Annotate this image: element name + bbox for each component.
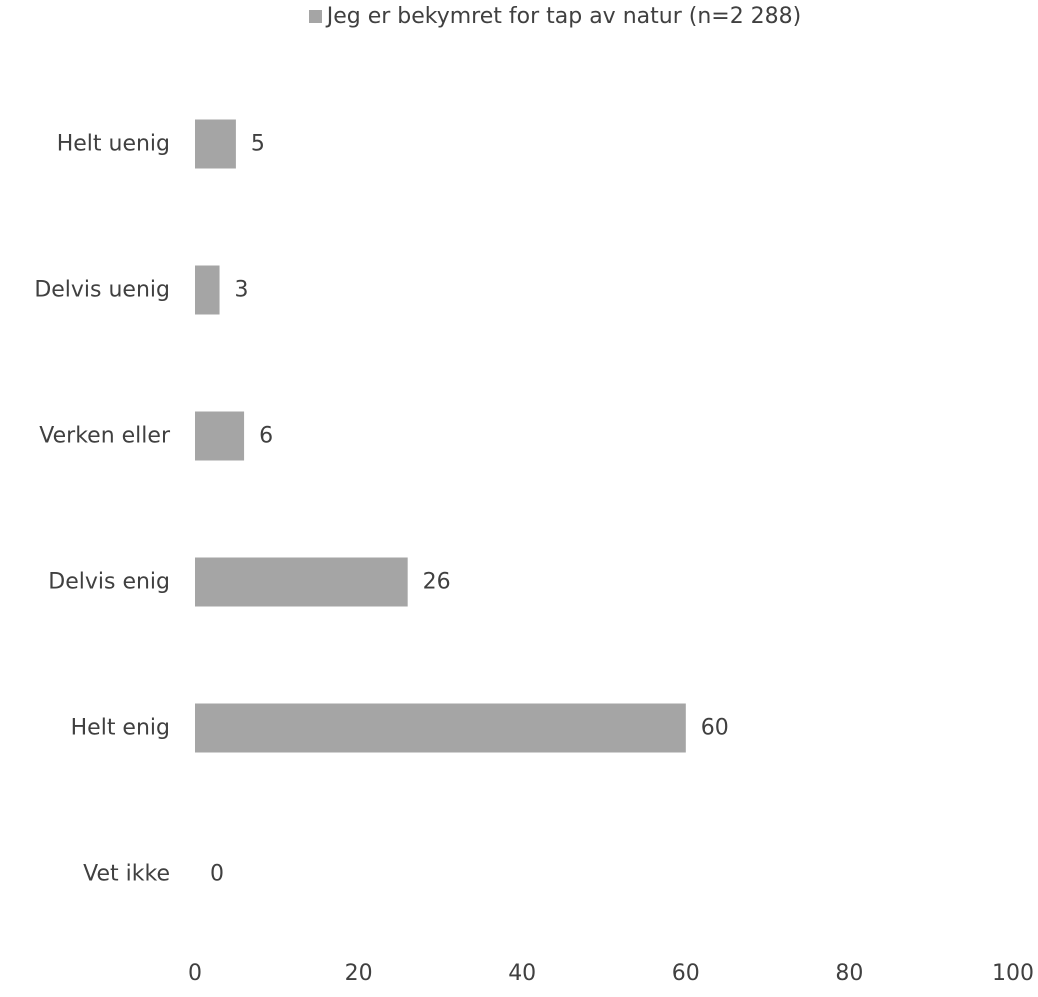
- category-label: Delvis uenig: [34, 278, 170, 303]
- x-tick-label: 80: [835, 961, 863, 986]
- category-label: Delvis enig: [48, 570, 170, 595]
- data-label: 26: [423, 570, 451, 595]
- data-label: 5: [251, 132, 265, 157]
- category-label: Vet ikke: [83, 862, 170, 887]
- x-tick-label: 60: [672, 961, 700, 986]
- x-tick-label: 100: [992, 961, 1034, 986]
- legend: Jeg er bekymret for tap av natur (n=2 28…: [0, 4, 1038, 29]
- data-label: 6: [259, 424, 273, 449]
- bar: [195, 411, 245, 461]
- legend-item: Jeg er bekymret for tap av natur (n=2 28…: [308, 4, 802, 29]
- category-label: Verken eller: [39, 424, 171, 449]
- category-label: Helt enig: [71, 716, 170, 741]
- bar: [195, 557, 408, 607]
- legend-label: Jeg er bekymret for tap av natur (n=2 28…: [326, 4, 802, 29]
- x-tick-label: 20: [345, 961, 373, 986]
- x-tick-label: 40: [508, 961, 536, 986]
- legend-swatch: [308, 10, 322, 23]
- bar: [195, 119, 236, 169]
- data-label: 60: [701, 716, 729, 741]
- category-label: Helt uenig: [57, 132, 170, 157]
- bar: [195, 265, 220, 315]
- data-label: 3: [235, 278, 249, 303]
- x-tick-label: 0: [188, 961, 202, 986]
- data-label: 0: [210, 862, 224, 887]
- bar: [195, 703, 686, 753]
